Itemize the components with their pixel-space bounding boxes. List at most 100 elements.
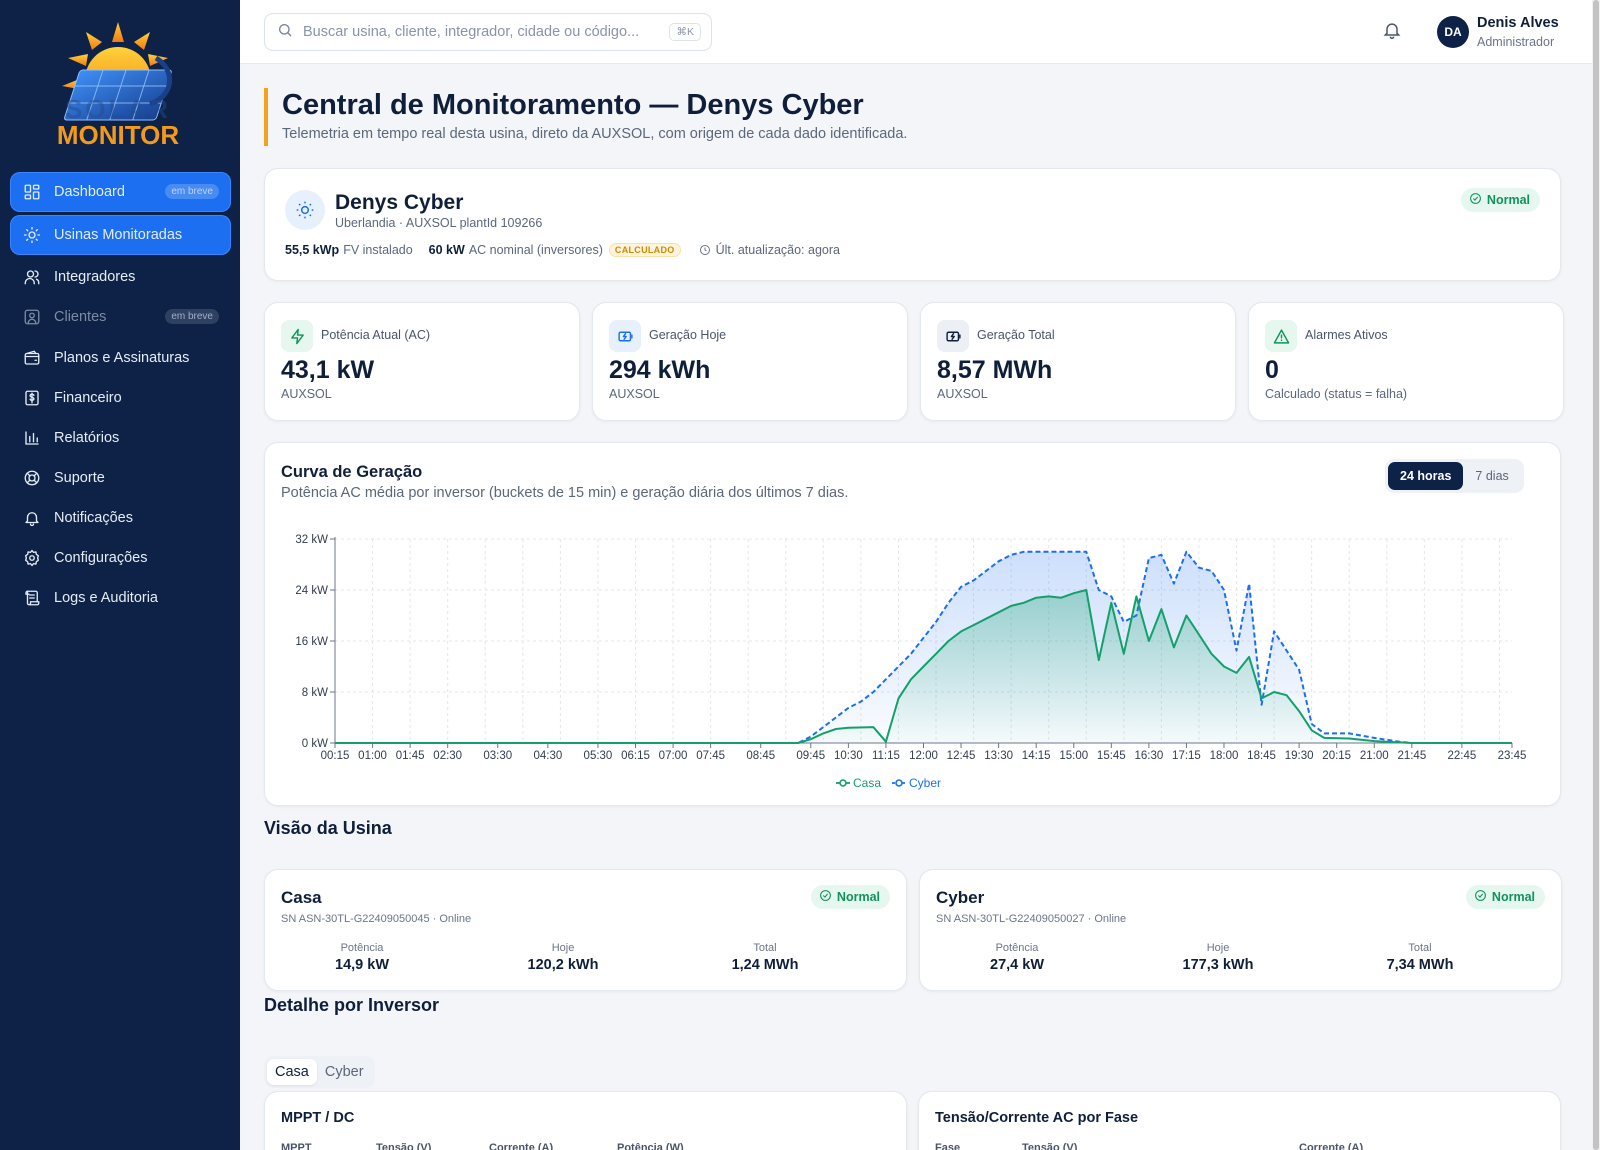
check-circle-icon [819,889,837,905]
kpi-source: AUXSOL [609,387,660,401]
scrollbar-thumb[interactable] [1593,0,1599,1150]
sidebar-item-relat-rios[interactable]: Relatórios [10,418,231,458]
range-7d-button[interactable]: 7 dias [1475,469,1509,483]
page-header: Central de Monitoramento — Denys Cyber T… [264,88,907,146]
range-24h-button[interactable]: 24 horas [1388,462,1464,490]
kpi-source: Calculado (status = falha) [1265,387,1408,401]
sidebar-item-dashboard[interactable]: Dashboard em breve [10,172,231,212]
lifebuoy-icon [22,468,42,488]
mppt-card: MPPT / DC MPPT Tensão (V) Corrente (A) P… [264,1091,907,1150]
search-box[interactable]: ⌘K [264,13,712,51]
inverter-status-badge: Normal [1465,885,1545,909]
x-tick-label: 12:45 [947,750,976,762]
sidebar-item-financeiro[interactable]: Financeiro [10,378,231,418]
tab-casa[interactable]: Casa [267,1059,317,1085]
sidebar-item-usinas-monitoradas[interactable]: Usinas Monitoradas [10,215,231,255]
inverter-stat: Hoje 120,2 kWh [488,942,638,973]
kpi-card-0: Potência Atual (AC) 43,1 kW AUXSOL [264,302,580,421]
sidebar-item-label: Planos e Assinaturas [54,350,190,366]
inverter-stat-value: 27,4 kW [990,957,1044,973]
sidebar-item-configura-es[interactable]: Configurações [10,538,231,578]
page-title: Central de Monitoramento — Denys Cyber [282,89,864,121]
inverter-stat-label: Hoje [551,942,575,954]
user-name[interactable]: Denis Alves [1477,15,1559,31]
sidebar-item-logs-e-auditoria[interactable]: Logs e Auditoria [10,578,231,618]
kpi-value: 43,1 kW [281,356,375,384]
inverter-overview-card[interactable]: Casa SN ASN-30TL-G22409050045 · Online Nor… [264,869,907,991]
search-input[interactable] [303,24,663,40]
ac-nominal-label: AC nominal (inversores) [468,243,603,257]
inverter-status-label: Normal [836,890,880,904]
series-line-cyber [335,550,1512,744]
battery-charging-icon [609,320,641,352]
battery-charging-icon [937,320,969,352]
ac-header-voltage: Tensão (V) [1022,1142,1078,1150]
sidebar-item-label: Clientes [54,309,107,325]
notifications-bell-icon[interactable] [1382,20,1404,42]
inverter-stat-label: Potência [995,942,1039,954]
grid-icon [22,182,42,202]
sidebar-item-planos-e-assinaturas[interactable]: Planos e Assinaturas [10,338,231,378]
kpi-card-3: Alarmes Ativos 0 Calculado (status = falha… [1248,302,1564,421]
inverter-status-label: Normal [1491,890,1535,904]
plant-specs: 55,5 kWp FV instalado 60 kW AC nominal (… [285,243,840,257]
x-tick-label: 07:00 [659,750,688,762]
inverter-status-badge: Normal [810,885,890,909]
kpi-value: 294 kWh [609,356,711,384]
user-role: Administrador [1477,35,1555,49]
inverter-serial: SN ASN-30TL-G22409050045 · Online [281,913,472,925]
y-tick-label: 32 kW [295,534,328,546]
x-tick-label: 11:15 [872,750,900,762]
inverter-stat-label: Potência [340,942,384,954]
kpi-card-1: Geração Hoje 294 kWh AUXSOL [592,302,908,421]
x-tick-label: 05:30 [584,750,613,762]
x-tick-label: 03:30 [483,750,512,762]
x-tick-label: 08:45 [746,750,775,762]
inverter-stat-value: 177,3 kWh [1182,957,1254,973]
x-tick-label: 17:15 [1172,750,1201,762]
sidebar-item-clientes: Clientes em breve [10,297,231,337]
kpi-value: 8,57 MWh [937,356,1053,384]
solar-monitor-logo[interactable]: SOLAR MONITOR [38,18,198,153]
inverter-stat-value: 1,24 MWh [731,957,799,973]
tab-cyber[interactable]: Cyber [324,1064,364,1080]
kpi-label: Potência Atual (AC) [321,328,431,342]
sidebar-item-label: Integradores [54,269,136,285]
sidebar-item-label: Logs e Auditoria [54,590,158,606]
x-tick-label: 21:00 [1360,750,1389,762]
inverter-stat: Hoje 177,3 kWh [1143,942,1293,973]
sidebar-item-suporte[interactable]: Suporte [10,458,231,498]
check-circle-icon [1474,889,1492,905]
sidebar-item-integradores[interactable]: Integradores [10,257,231,297]
x-tick-label: 02:30 [433,750,462,762]
inverter-overview-card[interactable]: Cyber SN ASN-30TL-G22409050027 · Online No… [919,869,1562,991]
sidebar-item-notifica-es[interactable]: Notificações [10,498,231,538]
x-tick-label: 19:30 [1285,750,1314,762]
kpi-source: AUXSOL [281,387,332,401]
mppt-header-current: Corrente (A) [489,1142,554,1150]
x-tick-label: 16:30 [1134,750,1163,762]
inverter-stat-value: 120,2 kWh [527,957,599,973]
range-toggle: 24 horas 7 dias [1385,459,1524,493]
generation-chart-card: Curva de Geração Potência AC média por i… [264,442,1561,806]
x-tick-label: 01:45 [396,750,425,762]
y-tick-label: 24 kW [295,585,328,597]
sun-icon [22,225,42,245]
kpi-card-2: Geração Total 8,57 MWh AUXSOL [920,302,1236,421]
sidebar-item-label: Usinas Monitoradas [54,227,183,243]
avatar[interactable]: DA [1437,16,1469,48]
series-line-casa [335,589,1512,744]
legend-label: Casa [853,776,881,790]
svg-text:SOLAR: SOLAR [65,94,171,124]
x-tick-label: 22:45 [1448,750,1477,762]
overview-title: Visão da Usina [264,818,392,838]
inverter-serial: SN ASN-30TL-G22409050027 · Online [936,913,1127,925]
check-circle-icon [1469,192,1487,208]
x-tick-label: 09:45 [796,750,825,762]
coming-soon-badge: em breve [165,309,219,324]
main-content: Central de Monitoramento — Denys Cyber T… [240,64,1592,1150]
ac-phase-card: Tensão/Corrente AC por Fase Fase Tensão … [918,1091,1561,1150]
kpi-value: 0 [1265,356,1279,384]
fv-installed-label: FV instalado [343,243,413,257]
dollar-icon [22,388,42,408]
